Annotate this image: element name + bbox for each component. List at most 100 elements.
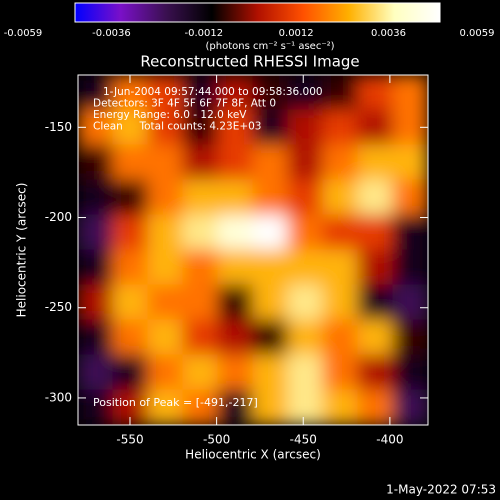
x-tick-label: -400 (376, 433, 403, 447)
image-cell (287, 109, 324, 146)
x-tick-label: -500 (203, 433, 230, 447)
image-cell (147, 389, 184, 425)
colorbar-tick-label: -0.0036 (92, 28, 131, 39)
image-cell (252, 179, 289, 216)
image-cell (287, 389, 324, 425)
image-cell (182, 284, 219, 321)
image-cell (182, 389, 219, 425)
image-cell (217, 389, 254, 425)
image-cell (112, 284, 149, 321)
image-cell (112, 319, 149, 356)
image-cell (287, 249, 324, 286)
image-cell (78, 249, 114, 286)
image-cell (252, 249, 289, 286)
image-cell (392, 75, 428, 111)
image-cell (112, 144, 149, 181)
image-area (78, 75, 428, 425)
annotation: Clean Total counts: 4.23E+03 (93, 121, 262, 133)
chart-title: Reconstructed RHESSI Image (140, 53, 359, 71)
image-cell (287, 284, 324, 321)
image-cell (287, 75, 324, 111)
image-cell (78, 284, 114, 321)
image-cell (182, 319, 219, 356)
image-cell (182, 249, 219, 286)
y-tick-label: -150 (45, 120, 72, 134)
image-cell (392, 389, 428, 425)
colorbar-tick-label: -0.0059 (4, 28, 43, 39)
annotation: 1-Jun-2004 09:57:44.000 to 09:58:36.000 (103, 86, 323, 98)
image-cell (112, 75, 149, 111)
image-cell (392, 354, 428, 391)
image-cell (78, 144, 114, 181)
annotations: 1-Jun-2004 09:57:44.000 to 09:58:36.000D… (93, 86, 323, 133)
image-cell (392, 179, 428, 216)
annotation: Energy Range: 6.0 - 12.0 keV (93, 109, 247, 121)
image-cell (322, 389, 359, 425)
annotation: Detectors: 3F 4F 5F 6F 7F 8F, Att 0 (93, 98, 276, 110)
colorbar-tick-label: 0.0059 (460, 28, 495, 39)
image-cell (252, 389, 289, 425)
image-cell (357, 389, 394, 425)
image-cell (78, 354, 114, 391)
y-tick-label: -200 (45, 210, 72, 224)
image-cell (147, 319, 184, 356)
image-cell (392, 284, 428, 321)
image-cell (217, 214, 254, 251)
image-cell (147, 179, 184, 216)
image-cell (357, 354, 394, 391)
image-cell (252, 109, 289, 146)
image-cell (287, 179, 324, 216)
image-cell (182, 354, 219, 391)
image-cell (392, 319, 428, 356)
image-cell (217, 109, 254, 146)
image-cell (147, 354, 184, 391)
image-cell (112, 214, 149, 251)
image-cell (357, 214, 394, 251)
image-cell (322, 214, 359, 251)
y-tick-label: -300 (45, 390, 72, 404)
image-cell (147, 75, 184, 111)
image-cell (322, 249, 359, 286)
image-cell (147, 144, 184, 181)
colorbar-tick-label: 0.0012 (279, 28, 314, 39)
image-cell (357, 144, 394, 181)
image-cell (357, 284, 394, 321)
image-cell (287, 214, 324, 251)
image-cell (252, 284, 289, 321)
image-cell (147, 284, 184, 321)
image-cell (322, 109, 359, 146)
image-cell (182, 75, 219, 111)
image-cell (392, 144, 428, 181)
image-cell (78, 389, 114, 425)
image-cell (217, 319, 254, 356)
peak-label: Position of Peak = [-491,-217] (93, 396, 258, 409)
image-cell (392, 214, 428, 251)
image-cell (322, 319, 359, 356)
image-cell (357, 319, 394, 356)
image-cell (217, 144, 254, 181)
y-axis-label: Heliocentric Y (arcsec) (15, 183, 29, 318)
colorbar-tick-label: 0.0036 (371, 28, 406, 39)
image-cell (322, 75, 359, 111)
x-axis-label: Heliocentric X (arcsec) (185, 448, 321, 462)
image-cell (112, 389, 149, 425)
image-cell (252, 354, 289, 391)
image-cell (112, 179, 149, 216)
image-cell (357, 75, 394, 111)
timestamp: 1-May-2022 07:53 (386, 483, 496, 497)
image-cell (78, 319, 114, 356)
image-cell (287, 144, 324, 181)
image-cell (112, 109, 149, 146)
colorbar-tick-label: -0.0012 (185, 28, 224, 39)
image-cell (112, 354, 149, 391)
image-cell (182, 179, 219, 216)
image-cell (252, 75, 289, 111)
x-tick-label: -450 (290, 433, 317, 447)
image-cell (217, 284, 254, 321)
image-cell (252, 319, 289, 356)
image-cell (357, 109, 394, 146)
image-cell (357, 179, 394, 216)
image-cell (322, 284, 359, 321)
plot-frame (77, 74, 429, 426)
